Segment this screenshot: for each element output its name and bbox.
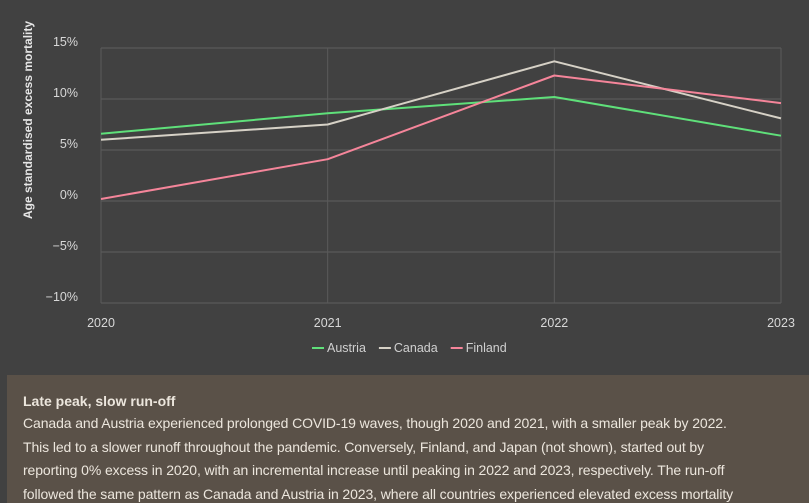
y-tick-label: 15%	[53, 35, 78, 49]
y-tick-label: −5%	[53, 239, 78, 253]
y-tick-label: 0%	[60, 188, 78, 202]
series-line-finland	[100, 74, 782, 200]
annotation-line: followed the same pattern as Canada and …	[23, 485, 734, 502]
legend-item-canada: Canada	[378, 341, 438, 355]
legend-label: Canada	[394, 341, 438, 355]
legend-label: Finland	[466, 341, 507, 355]
x-tick-label: 2023	[767, 316, 795, 330]
legend-item-austria: Austria	[312, 341, 366, 355]
y-tick-label: 5%	[60, 137, 78, 151]
annotation-panel: Late peak, slow run-off Canada and Austr…	[7, 375, 809, 503]
x-tick-label: 2021	[314, 316, 342, 330]
annotation-body: Canada and Austria experienced prolonged…	[23, 412, 793, 503]
series-line-austria	[100, 96, 782, 137]
y-tick-label: 10%	[53, 86, 78, 100]
annotation-line: Canada and Austria experienced prolonged…	[23, 415, 727, 431]
annotation-title: Late peak, slow run-off	[23, 393, 176, 409]
legend-item-finland: Finland	[450, 341, 507, 355]
line-chart: 15% 10% 5% 0% −5% −10% 2020 2021 2022 2023 Age sta…	[21, 21, 795, 355]
annotation-line: reporting 0% excess in 2020, with an inc…	[23, 462, 725, 478]
annotation-line: This led to a slower runoff throughout t…	[23, 438, 704, 455]
legend-label: Austria	[327, 341, 366, 355]
y-axis-label: Age standardised excess mortality	[21, 21, 35, 219]
x-tick-label: 2020	[87, 316, 115, 330]
series-line-canada	[100, 60, 782, 141]
x-tick-label: 2022	[540, 316, 568, 330]
chart-svg: 15% 10% 5% 0% −5% −10% 2020 2021 2022 2023 Age sta…	[21, 21, 795, 355]
y-tick-label: −10%	[46, 290, 78, 304]
